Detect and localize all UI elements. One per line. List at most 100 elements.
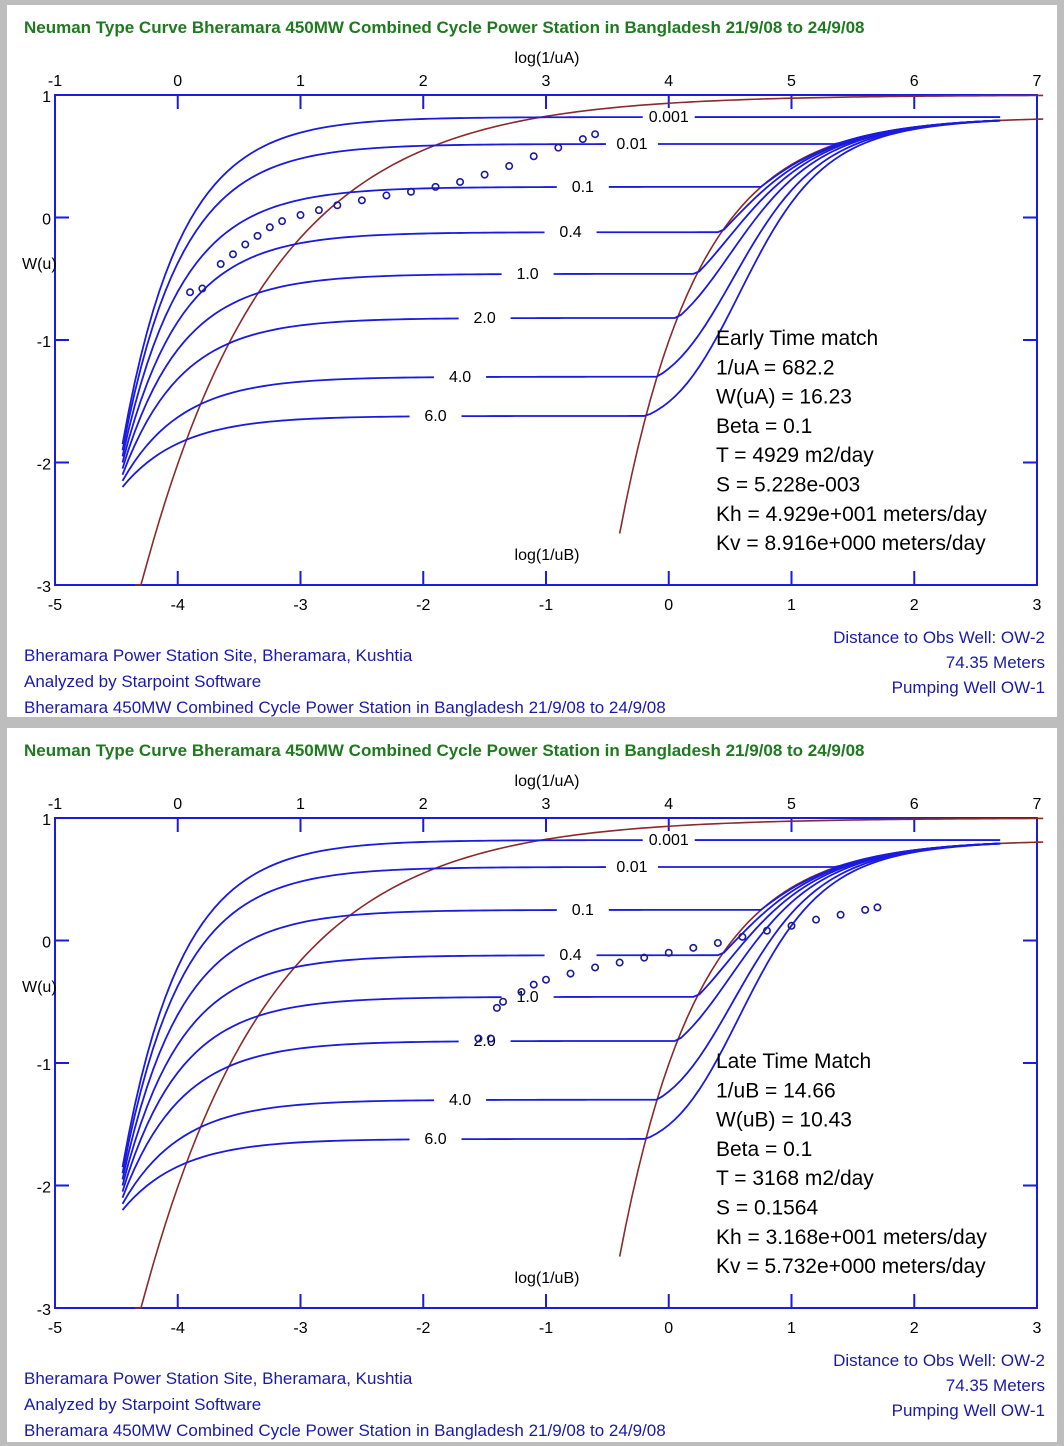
beta-curve <box>121 842 1001 1180</box>
observation-point <box>615 958 624 967</box>
observation-point <box>738 932 747 941</box>
top-axis-label: log(1/uA) <box>515 773 580 790</box>
footer-left-line: Bheramara 450MW Combined Cycle Power Sta… <box>24 1421 666 1440</box>
beta-label-bg <box>458 1031 511 1050</box>
beta-label-bg <box>434 1090 487 1109</box>
bottom-axis-label: log(1/uB) <box>515 547 580 564</box>
theis-curve-a <box>134 817 1044 1309</box>
observation-point <box>554 143 563 152</box>
top-tick-label: 7 <box>1033 796 1042 813</box>
footer-right-line: Distance to Obs Well: OW-2 <box>833 628 1045 647</box>
result-line: Kh = 4.929e+001 meters/day <box>716 503 987 526</box>
footer-right-line: 74.35 Meters <box>946 653 1045 672</box>
beta-label-bg <box>544 223 597 242</box>
beta-curve-label: 4.0 <box>449 369 471 386</box>
observation-point <box>431 182 440 191</box>
observation-point <box>591 130 600 139</box>
top-tick-label: 1 <box>296 73 305 90</box>
beta-curve-label: 0.01 <box>616 859 647 876</box>
y-tick-label: 0 <box>42 212 51 229</box>
type-curve-panel-late: Neuman Type Curve Bheramara 450MW Combin… <box>7 728 1057 1442</box>
observation-point <box>689 943 698 952</box>
beta-curve-label: 0.001 <box>649 832 689 849</box>
beta-curve <box>121 119 1001 469</box>
beta-curve-label: 0.4 <box>559 224 581 241</box>
chart-title: Neuman Type Curve Bheramara 450MW Combin… <box>24 741 865 760</box>
observation-point <box>787 921 796 930</box>
beta-curve-label: 0.4 <box>559 947 581 964</box>
observation-point <box>216 260 225 269</box>
observation-point <box>296 211 305 220</box>
result-line: Kv = 5.732e+000 meters/day <box>716 1255 986 1278</box>
observation-point <box>591 963 600 972</box>
bottom-tick-label: -3 <box>293 1320 307 1337</box>
footer-right-line: 74.35 Meters <box>946 1376 1045 1395</box>
observation-point <box>278 217 287 226</box>
beta-curve <box>121 842 1001 1192</box>
observation-point <box>186 288 195 297</box>
top-tick-label: -1 <box>48 73 62 90</box>
observation-point <box>578 135 587 144</box>
result-line: W(uB) = 10.43 <box>716 1109 852 1132</box>
observation-points <box>186 130 600 297</box>
footer-right-line: Distance to Obs Well: OW-2 <box>833 1351 1045 1370</box>
observation-point <box>265 223 274 232</box>
bottom-tick-label: 1 <box>787 1320 796 1337</box>
bottom-tick-label: -5 <box>48 597 62 614</box>
y-tick-label: -1 <box>37 1057 51 1074</box>
bottom-tick-label: 1 <box>787 597 796 614</box>
bottom-tick-label: -3 <box>293 597 307 614</box>
chart-title: Neuman Type Curve Bheramara 450MW Combin… <box>24 18 865 37</box>
bottom-axis-label: log(1/uB) <box>515 1270 580 1287</box>
bottom-tick-label: 0 <box>664 597 673 614</box>
beta-curve <box>121 119 1001 488</box>
y-tick-label: -2 <box>37 457 51 474</box>
top-tick-label: 3 <box>542 73 551 90</box>
top-tick-label: 2 <box>419 73 428 90</box>
results-heading: Early Time match <box>716 327 878 350</box>
observation-point <box>762 926 771 935</box>
beta-curve-label: 0.001 <box>649 109 689 126</box>
footer-left-line: Analyzed by Starpoint Software <box>24 672 261 691</box>
beta-curve <box>121 842 1001 1199</box>
top-tick-label: 0 <box>173 796 182 813</box>
observation-point <box>382 191 391 200</box>
result-line: S = 5.228e-003 <box>716 474 860 497</box>
beta-curve-label: 6.0 <box>424 408 446 425</box>
footer-left-line: Bheramara Power Station Site, Bheramara,… <box>24 646 413 665</box>
y-axis-label: W(u) <box>22 256 57 273</box>
bottom-tick-label: -1 <box>539 1320 553 1337</box>
observation-point <box>314 206 323 215</box>
bottom-tick-label: 0 <box>664 1320 673 1337</box>
beta-curve-label: 6.0 <box>424 1131 446 1148</box>
beta-label-bg <box>434 367 487 386</box>
bottom-tick-label: -5 <box>48 1320 62 1337</box>
y-tick-label: -1 <box>37 334 51 351</box>
y-tick-label: -3 <box>37 1302 51 1319</box>
beta-curve-label: 2.0 <box>474 1033 496 1050</box>
top-tick-label: 3 <box>542 796 551 813</box>
observation-point <box>198 284 207 293</box>
bottom-tick-label: -4 <box>171 1320 185 1337</box>
observation-point <box>566 969 575 978</box>
observation-point <box>640 953 649 962</box>
results-heading: Late Time Match <box>716 1050 871 1073</box>
beta-curve <box>121 842 1001 1174</box>
beta-curve <box>121 119 1001 463</box>
neuman-type-curve-chart: Neuman Type Curve Bheramara 450MW Combin… <box>22 18 1045 717</box>
top-tick-label: 6 <box>910 73 919 90</box>
beta-label-bg <box>409 406 462 425</box>
beta-label-bg <box>556 900 609 919</box>
beta-curve <box>121 116 1001 445</box>
top-tick-label: -1 <box>48 796 62 813</box>
result-line: Beta = 0.1 <box>716 415 812 438</box>
bottom-tick-label: 2 <box>910 1320 919 1337</box>
footer-left-line: Bheramara Power Station Site, Bheramara,… <box>24 1369 413 1388</box>
footer-left-line: Bheramara 450MW Combined Cycle Power Sta… <box>24 698 666 717</box>
beta-label-bg <box>409 1129 462 1148</box>
observation-point <box>499 997 508 1006</box>
observation-point <box>812 915 821 924</box>
beta-curve <box>121 842 1001 1211</box>
beta-curve <box>121 842 1001 1205</box>
